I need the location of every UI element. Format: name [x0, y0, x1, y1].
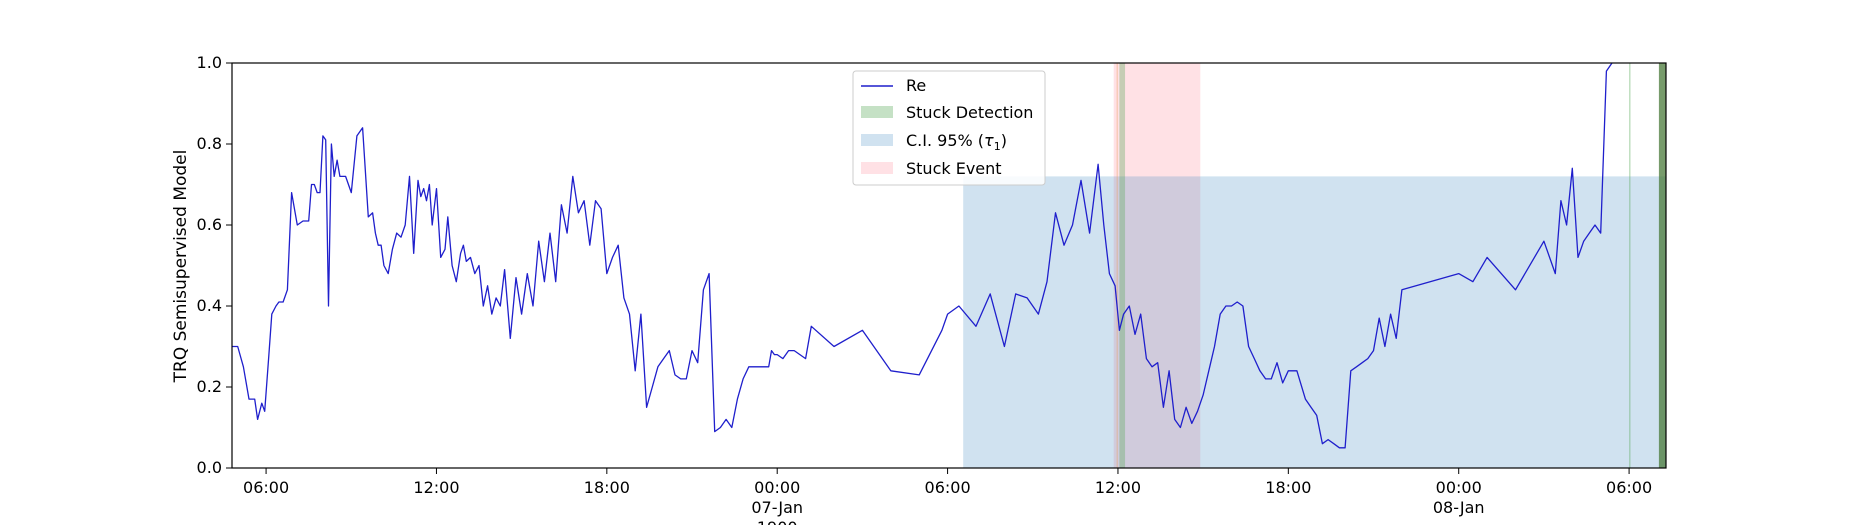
y-tick-label: 0.2: [197, 377, 222, 396]
legend-label-ci: C.I. 95% (τ1): [906, 131, 1007, 153]
x-tick-label: 06:00: [243, 478, 289, 497]
x-tick-sublabel: 07-Jan: [751, 498, 803, 517]
legend: Re Stuck Detection C.I. 95% (τ1) Stuck E…: [852, 70, 1046, 186]
span-stuck-detection-5: [1658, 63, 1666, 468]
y-tick-label: 0.8: [197, 134, 222, 153]
y-tick-label: 0.6: [197, 215, 222, 234]
x-tick-label: 18:00: [1265, 478, 1311, 497]
x-tick-label: 12:00: [1095, 478, 1141, 497]
x-tick-label: 00:00: [754, 478, 800, 497]
legend-swatch-ci: [861, 134, 893, 146]
x-axis: 06:0012:0018:0000:0007-Jan190006:0012:00…: [243, 468, 1652, 525]
x-tick-label: 18:00: [584, 478, 630, 497]
legend-label-stuck-event: Stuck Event: [906, 159, 1002, 178]
x-tick-label: 06:00: [925, 478, 971, 497]
legend-label-stuck-detection: Stuck Detection: [906, 103, 1033, 122]
series-line-re: [232, 62, 1613, 449]
span-stuck-detection-3: [1116, 63, 1118, 468]
span-stuck-detection-4: [1629, 63, 1631, 468]
legend-swatch-stuck-event: [861, 162, 893, 174]
spans-layer: [963, 63, 1666, 468]
x-tick-label: 12:00: [413, 478, 459, 497]
span-stuck-event-0: [1113, 63, 1201, 468]
y-axis-label: TRQ Semisupervised Model: [171, 150, 191, 384]
span-stuck-detection-2: [1119, 63, 1126, 468]
legend-box: [852, 70, 1046, 186]
legend-label-ci-subscript: 1: [994, 140, 1001, 153]
x-tick-sublabel: 08-Jan: [1433, 498, 1485, 517]
y-tick-label: 0.4: [197, 296, 222, 315]
x-tick-sublabel-year: 1900: [757, 518, 798, 525]
y-tick-label: 0.0: [197, 458, 222, 477]
plot-frame: [231, 62, 1667, 469]
y-axis: 0.0 0.2 0.4 0.6 0.8 1.0: [197, 53, 232, 477]
legend-label-re: Re: [906, 76, 926, 95]
legend-label-ci-main: C.I. 95% (: [906, 131, 984, 150]
legend-label-ci-symbol: τ: [984, 131, 994, 150]
x-tick-label: 06:00: [1606, 478, 1652, 497]
y-tick-label: 1.0: [197, 53, 222, 72]
legend-swatch-stuck-detection: [861, 106, 893, 118]
series-layer: [232, 62, 1613, 449]
legend-label-ci-end: ): [1001, 131, 1007, 150]
span-c-i-95-1-1: [963, 176, 1666, 468]
x-tick-label: 00:00: [1436, 478, 1482, 497]
